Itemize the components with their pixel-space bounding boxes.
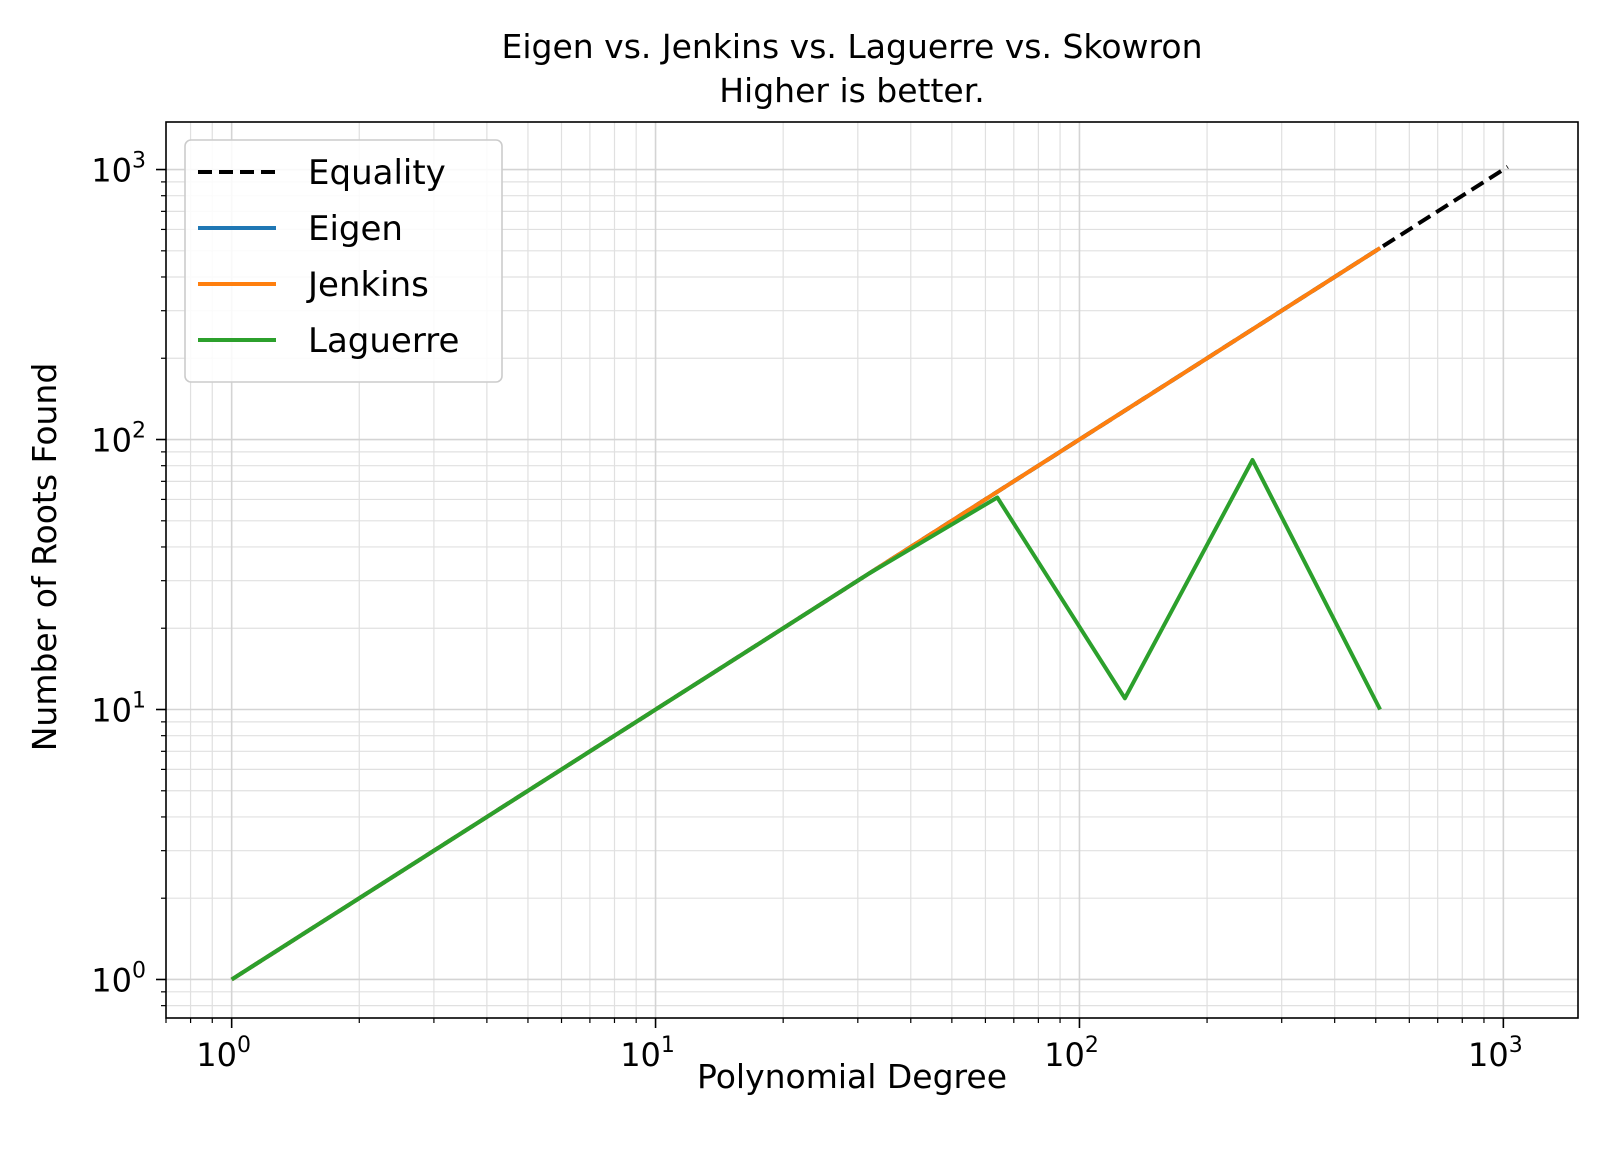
axis-ticks: [156, 168, 1505, 1028]
legend-label-jenkins: Jenkins: [306, 265, 429, 305]
legend: Equality Eigen Jenkins Laguerre: [184, 139, 503, 383]
legend-label-equality: Equality: [308, 153, 446, 193]
chart-title: Eigen vs. Jenkins vs. Laguerre vs. Skowr…: [501, 27, 1202, 66]
x-tick-label: 103: [1468, 1033, 1523, 1074]
y-tick-label: 101: [91, 689, 146, 730]
y-tick-label: 103: [91, 149, 146, 190]
legend-box: [184, 139, 503, 383]
x-tick-label: 100: [196, 1033, 251, 1074]
y-axis-label: Number of Roots Found: [25, 363, 64, 752]
legend-label-eigen: Eigen: [308, 209, 403, 249]
tick-labels: 100 101 102 103 100 101 102 103: [91, 149, 1522, 1074]
y-tick-label: 100: [91, 958, 146, 999]
legend-label-laguerre: Laguerre: [308, 321, 459, 361]
series-line-laguerre: [230, 458, 1382, 982]
plot-frame: [165, 121, 1579, 1019]
series-layer: [230, 165, 1509, 982]
x-tick-label: 101: [620, 1033, 675, 1074]
x-tick-label: 102: [1044, 1033, 1099, 1074]
y-tick-label: 102: [91, 419, 146, 460]
x-axis-label: Polynomial Degree: [697, 1057, 1007, 1096]
chart-subtitle: Higher is better.: [719, 71, 985, 110]
